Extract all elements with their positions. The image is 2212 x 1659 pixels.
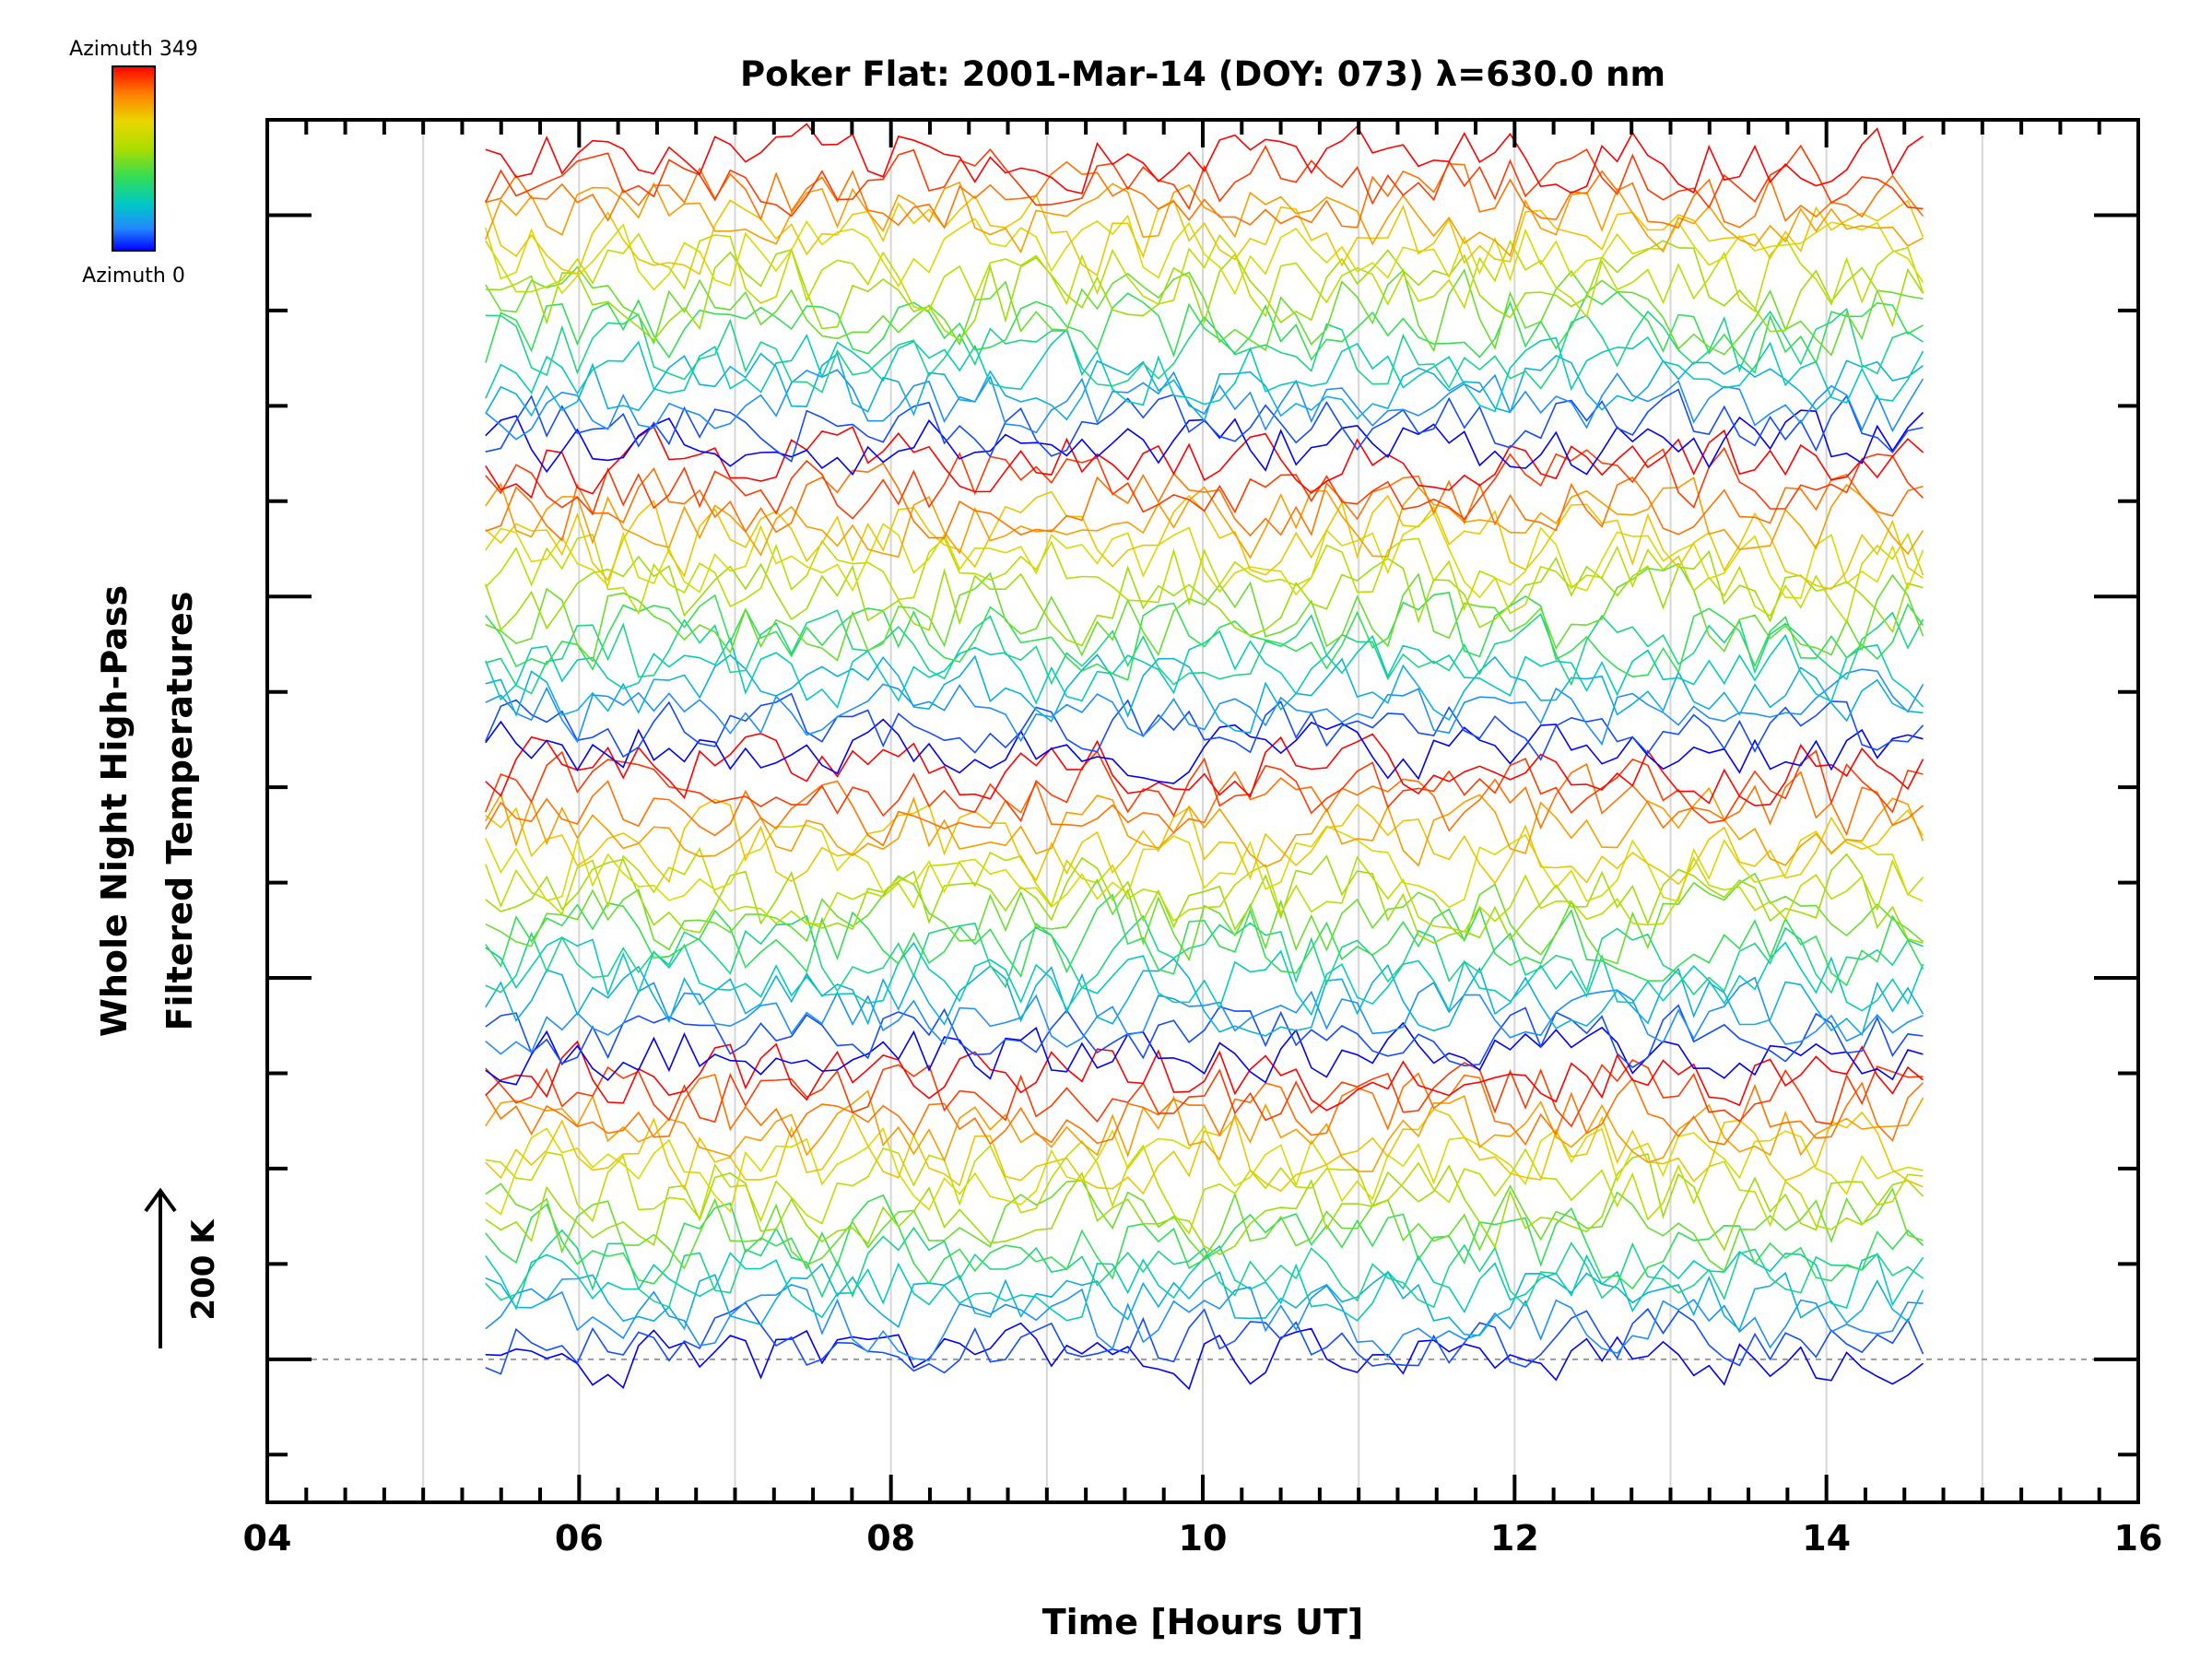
series-line [485,1180,1924,1273]
x-tick-label: 12 [1490,1518,1539,1559]
series-line [485,893,1924,987]
series-line [485,762,1924,847]
series-line [485,1139,1924,1235]
series-line [485,718,1924,784]
series-line [485,629,1924,709]
series-line [485,1301,1924,1375]
series-line [485,1004,1924,1069]
series-line [485,144,1924,218]
series-line [485,692,1924,761]
series-line [485,123,1924,194]
series-line [485,936,1924,1017]
x-tick-labels: 04 06 08 10 12 14 16 [243,1518,2163,1559]
x-tick-label: 16 [2114,1518,2163,1559]
series-line [485,462,1924,542]
series-line [485,733,1924,806]
chart-title: Poker Flat: 2001-Mar-14 (DOY: 073) λ=630… [740,54,1665,94]
series-line [485,307,1924,394]
series-line [485,214,1924,296]
series-line [485,609,1924,695]
series-line [485,290,1924,374]
series-line [485,562,1924,664]
series-line [485,232,1924,319]
series-line [485,181,1924,257]
scale-bar: 200 K [144,1187,222,1348]
series-line [485,1284,1924,1362]
y-axis-label-line1: Whole Night High-Pass [94,585,135,1037]
series-line [485,352,1924,422]
series-line [485,786,1924,868]
x-axis-label: Time [Hours UT] [1042,1602,1364,1642]
series-line [485,653,1924,735]
x-tick-label: 06 [555,1518,604,1559]
series-line [485,914,1924,996]
y-axis-label-line2: Filtered Temperatures [159,592,200,1031]
series-line [485,1072,1924,1147]
series-line [485,1263,1924,1336]
x-tick-label: 10 [1179,1518,1228,1559]
series-line [485,1322,1924,1391]
series-line [485,1226,1924,1309]
series-line [485,1089,1924,1172]
series-line [485,477,1924,559]
series-line [485,446,1924,521]
series-line [485,369,1924,441]
series-line [485,668,1924,747]
scale-bar-label: 200 K [185,1218,222,1321]
colorbar-top-label: Azimuth 349 [69,38,198,61]
series-line [485,872,1924,965]
series-line [485,532,1924,624]
colorbar: Azimuth 349 Azimuth 0 [69,38,198,288]
series-line [485,1040,1924,1112]
x-tick-label: 14 [1802,1518,1851,1559]
series-line [485,512,1924,599]
series-lines [485,123,1924,1391]
series-line [485,160,1924,229]
series-line [485,824,1924,909]
colorbar-gradient [112,65,156,252]
scale-arrow-head [144,1187,177,1213]
series-line [485,846,1924,933]
x-tick-label: 04 [243,1518,292,1559]
colorbar-bottom-label: Azimuth 0 [82,265,185,288]
series-line [485,1194,1924,1290]
series-line [485,1108,1924,1195]
series-line [485,328,1924,413]
series-line [485,265,1924,357]
series-line [485,425,1924,500]
axis-ticks [265,120,2140,1502]
series-line [485,1058,1924,1128]
series-line [485,592,1924,681]
series-line [485,1021,1924,1086]
series-line [485,749,1924,824]
series-line [485,798,1924,886]
series-line [485,958,1924,1037]
x-tick-label: 08 [866,1518,915,1559]
series-line [485,1124,1924,1216]
series-line [485,853,1924,944]
series-line [485,240,1924,342]
series-line [485,976,1924,1055]
